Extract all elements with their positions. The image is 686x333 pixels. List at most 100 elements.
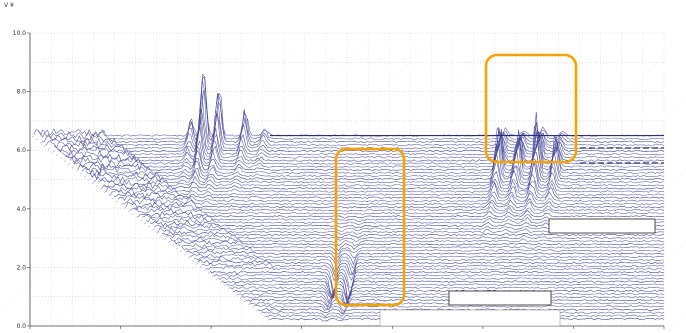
trace-edge [35,138,39,141]
waterfall-trace [257,308,665,314]
waterfall-trace [57,116,665,156]
perspective-guide [175,42,427,327]
perspective-guide [671,309,686,327]
trace-edge [255,309,259,312]
trace-edge [143,222,147,225]
waterfall-trace [217,276,665,305]
waterfall-trace [201,262,665,282]
trace-edge [59,157,63,160]
trace-edge [179,250,183,253]
waterfall-trace [117,189,665,203]
waterfall-trace [33,90,664,137]
trace-edge [131,213,135,215]
trace-edge [107,194,111,197]
redaction-box-right [548,218,656,234]
highlight-box-right-peaks [484,53,578,164]
waterfall-trace [41,76,665,143]
trace-edge [39,141,43,144]
waterfall-trace [125,198,665,209]
waterfall-trace [49,91,665,150]
trace-edge [147,225,151,228]
perspective-guide [609,239,686,327]
trace-edge [111,197,115,200]
trace-edge [203,269,207,271]
trace-edge [123,206,127,209]
perspective-guide [237,42,489,327]
trace-edge [223,284,227,287]
trace-edge [171,244,175,247]
waterfall-trace [61,119,665,159]
trace-edge [47,147,51,150]
waterfall-trace [101,161,665,190]
trace-edge [259,312,263,315]
y-tick-label: 6.0 [16,147,26,154]
trace-edge [191,259,195,262]
trace-edge [63,160,67,163]
waterfall-trace [37,73,665,140]
perspective-guide [485,99,686,327]
trace-edge [187,256,191,259]
waterfall-trace [161,230,665,239]
trace-edge [51,150,55,153]
waterfall-trace [45,79,665,146]
trace-edge [211,275,215,278]
trace-edge [219,281,223,284]
waterfall-trace [97,159,665,187]
trace-edge [159,234,163,237]
waterfall-trace [221,280,665,302]
waterfall-trace [77,111,665,171]
perspective-guide [299,42,551,327]
perspective-guide [547,169,686,327]
grid [0,32,686,327]
trace-edge [163,237,167,240]
trace-edge [115,200,119,203]
waterfall-trace [173,239,665,252]
waterfall-trace [177,243,665,255]
trace-edge [127,209,131,212]
waterfall-trace [53,109,665,153]
trace-edge [251,306,255,309]
trace-edge [231,290,235,293]
trace-edge [207,272,211,274]
waterfall-trace [105,173,665,193]
trace-edge [55,154,59,156]
redaction-box-bottom [448,290,552,306]
waterfall-trace [205,265,665,293]
waterfall-trace [85,125,665,178]
trace-edge [155,231,159,234]
waterfall-trace [93,153,665,184]
waterfall-trace [65,126,665,163]
trace-edge [31,135,35,138]
waterfall-trace [197,259,665,277]
trace-edge [239,296,243,299]
waterfall-trace [189,253,665,269]
waterfall-trace [209,270,665,299]
trace-edge [87,178,91,181]
trace-edge [215,278,219,281]
trace-edge [91,182,95,184]
trace-edge [235,293,239,296]
bottom-panel [379,309,561,327]
annotation-group [334,53,656,327]
trace-group [31,73,665,322]
trace-edge [151,228,155,231]
waterfall-trace [213,274,665,301]
y-ticks: 10.0 8.0 6.0 4.0 2.0 0.0 [13,30,30,330]
trace-edge [43,144,47,147]
perspective-guide [113,42,365,327]
y-tick-label: 0.0 [16,323,26,330]
trace-edge [75,169,79,172]
y-tick-label: 8.0 [16,89,26,96]
trace-edge [175,247,179,250]
highlight-box-center-peaks [334,147,406,307]
waterfall-trace [225,283,665,302]
y-axis-label: V ¥ [4,2,14,9]
trace-edge [99,188,103,191]
waterfall-trace [137,210,665,219]
waterfall-trace [181,246,665,259]
waterfall-trace [229,286,665,304]
waterfall-trace [73,121,665,168]
trace-edge [83,175,87,178]
